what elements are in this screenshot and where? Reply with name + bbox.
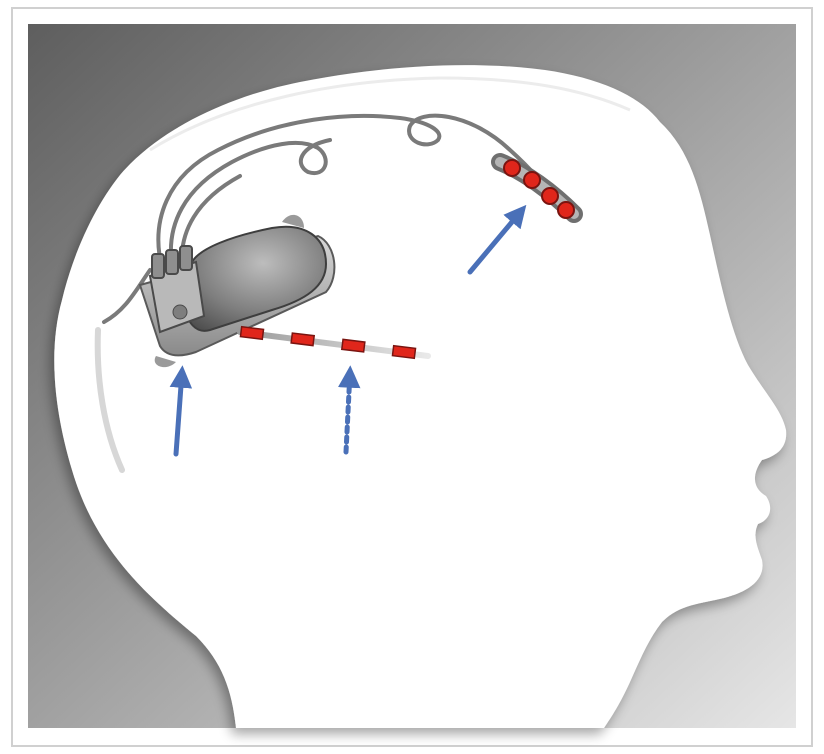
depth-contact xyxy=(391,344,417,360)
device-setscrew xyxy=(172,304,188,320)
skull-recess xyxy=(94,327,125,473)
arrow-icon-cortical-lead xyxy=(467,204,527,275)
connector-sockets xyxy=(151,245,193,279)
depth-contact xyxy=(239,325,265,341)
device-canister xyxy=(184,225,328,332)
device-tab-top xyxy=(282,214,304,228)
depth-contact xyxy=(290,332,316,347)
device-tab-bottom xyxy=(154,356,176,368)
depth-contact xyxy=(340,338,366,353)
arrow-icon-depth-lead-dotted xyxy=(337,365,361,455)
cortical-contact xyxy=(523,171,541,189)
depth-lead-icon xyxy=(237,325,431,360)
head-silhouette-icon xyxy=(54,65,787,729)
neurostimulator-device-icon xyxy=(138,214,336,368)
cortical-contact xyxy=(503,159,521,177)
hair-contour xyxy=(149,76,631,152)
cortical-strip-lead-icon xyxy=(491,153,583,223)
cortical-contact xyxy=(557,201,575,219)
arrow-icon-device xyxy=(169,365,193,457)
cortical-contact xyxy=(541,187,559,205)
callout-arrows xyxy=(169,204,527,457)
